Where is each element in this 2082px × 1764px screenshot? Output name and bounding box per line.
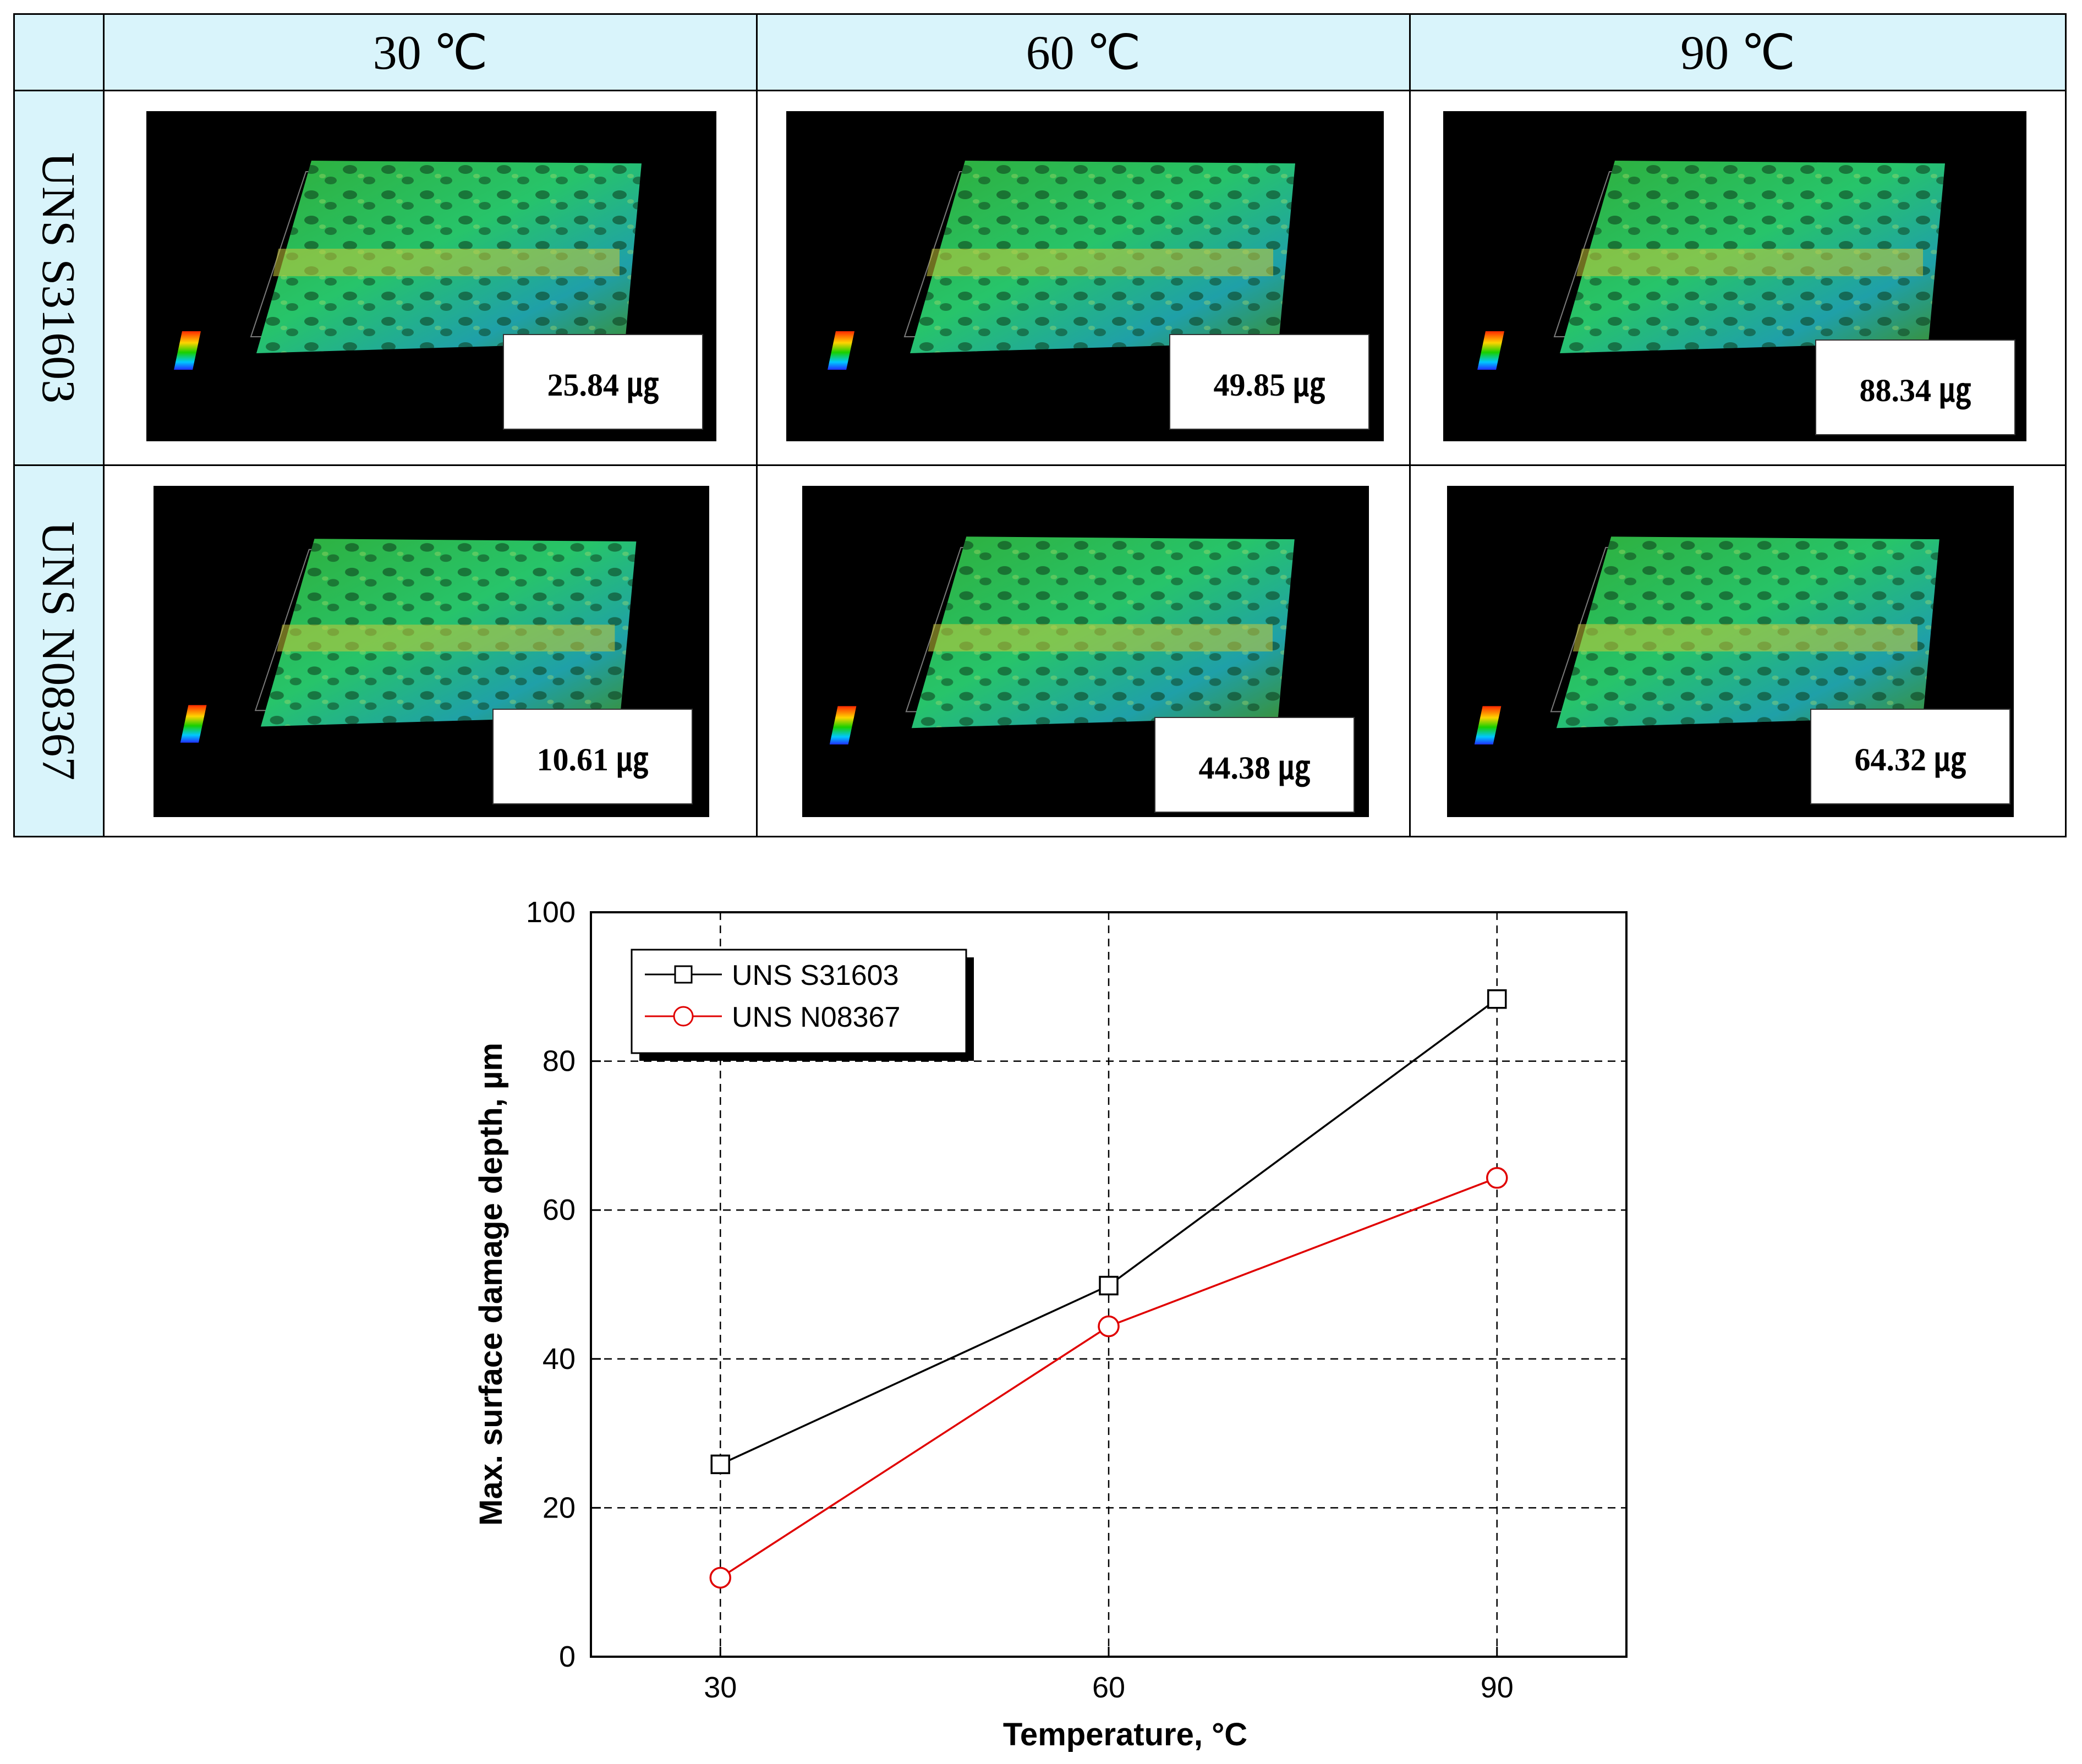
surface-profile-image: 49.85 ㎍ <box>786 111 1384 441</box>
y-tick-label: 0 <box>559 1640 576 1673</box>
corner-cell <box>13 13 105 91</box>
damage-depth-chart: 0 20 40 60 80 100 30 60 90 Temperature, °C Max. … <box>0 858 2082 1764</box>
y-tick-label: 100 <box>526 896 576 929</box>
data-point-uns-n08367 <box>709 1566 731 1589</box>
surface-profile-image: 44.38 ㎍ <box>802 486 1369 817</box>
data-point-uns-s31603 <box>710 1454 730 1475</box>
chart-svg: 0 20 40 60 80 100 30 60 90 Temperature, °C Max. … <box>473 896 1628 1752</box>
damage-depth-label: 64.32 ㎍ <box>1810 709 2010 804</box>
surface-profile-image: 25.84 ㎍ <box>146 111 716 441</box>
data-point-uns-s31603 <box>1487 989 1507 1009</box>
x-tick-label: 30 <box>704 1671 737 1704</box>
cell-s31603-90c: 88.34 ㎍ <box>1409 90 2067 466</box>
cell-s31603-30c: 25.84 ㎍ <box>103 90 758 466</box>
y-tick-label: 40 <box>543 1343 576 1376</box>
axis-ticks: 0 20 40 60 80 100 30 60 90 <box>526 896 1514 1704</box>
column-header-90c: 90 ℃ <box>1409 13 2067 91</box>
cell-n08367-30c: 10.61 ㎍ <box>103 464 758 837</box>
series-layer <box>709 989 1508 1589</box>
row-header-n08367: UNS N08367 <box>13 464 105 837</box>
column-header-30c: 30 ℃ <box>103 13 758 91</box>
surface-profile-image: 88.34 ㎍ <box>1443 111 2026 441</box>
row-header-s31603: UNS S31603 <box>13 90 105 466</box>
legend-marker-n08367 <box>673 1006 694 1027</box>
surface-profile-image: 10.61 ㎍ <box>154 486 709 817</box>
cell-n08367-90c: 64.32 ㎍ <box>1409 464 2067 837</box>
y-axis-label: Max. surface damage depth, µm <box>473 1043 509 1526</box>
damage-depth-label: 88.34 ㎍ <box>1815 339 2015 435</box>
legend-label-n08367: UNS N08367 <box>732 1001 900 1033</box>
x-axis-label: Temperature, °C <box>1003 1717 1247 1752</box>
damage-depth-label: 10.61 ㎍ <box>492 709 693 804</box>
cell-s31603-60c: 49.85 ㎍ <box>756 90 1411 466</box>
damage-depth-label: 49.85 ㎍ <box>1169 334 1369 430</box>
row-header-n08367-label: UNS N08367 <box>32 521 85 781</box>
surface-profile-table: 30 ℃ 60 ℃ 90 ℃ UNS S31603 UNS N08367 25.… <box>13 13 2067 837</box>
x-tick-label: 90 <box>1481 1671 1514 1704</box>
legend-label-s31603: UNS S31603 <box>732 960 899 991</box>
y-tick-label: 20 <box>543 1491 576 1524</box>
y-tick-label: 60 <box>543 1193 576 1226</box>
x-tick-label: 60 <box>1092 1671 1125 1704</box>
damage-depth-label: 44.38 ㎍ <box>1154 717 1355 813</box>
data-point-uns-n08367 <box>1098 1315 1120 1338</box>
legend-box <box>631 949 967 1054</box>
damage-depth-label: 25.84 ㎍ <box>503 334 703 430</box>
surface-profile-image: 64.32 ㎍ <box>1447 486 2014 817</box>
data-point-uns-n08367 <box>1486 1167 1508 1189</box>
legend: UNS S31603 UNS N08367 <box>631 949 974 1061</box>
legend-marker-s31603 <box>674 965 693 984</box>
row-header-s31603-label: UNS S31603 <box>32 152 85 404</box>
column-header-60c: 60 ℃ <box>756 13 1411 91</box>
data-point-uns-s31603 <box>1099 1275 1119 1296</box>
y-tick-label: 80 <box>543 1045 576 1078</box>
cell-n08367-60c: 44.38 ㎍ <box>756 464 1411 837</box>
